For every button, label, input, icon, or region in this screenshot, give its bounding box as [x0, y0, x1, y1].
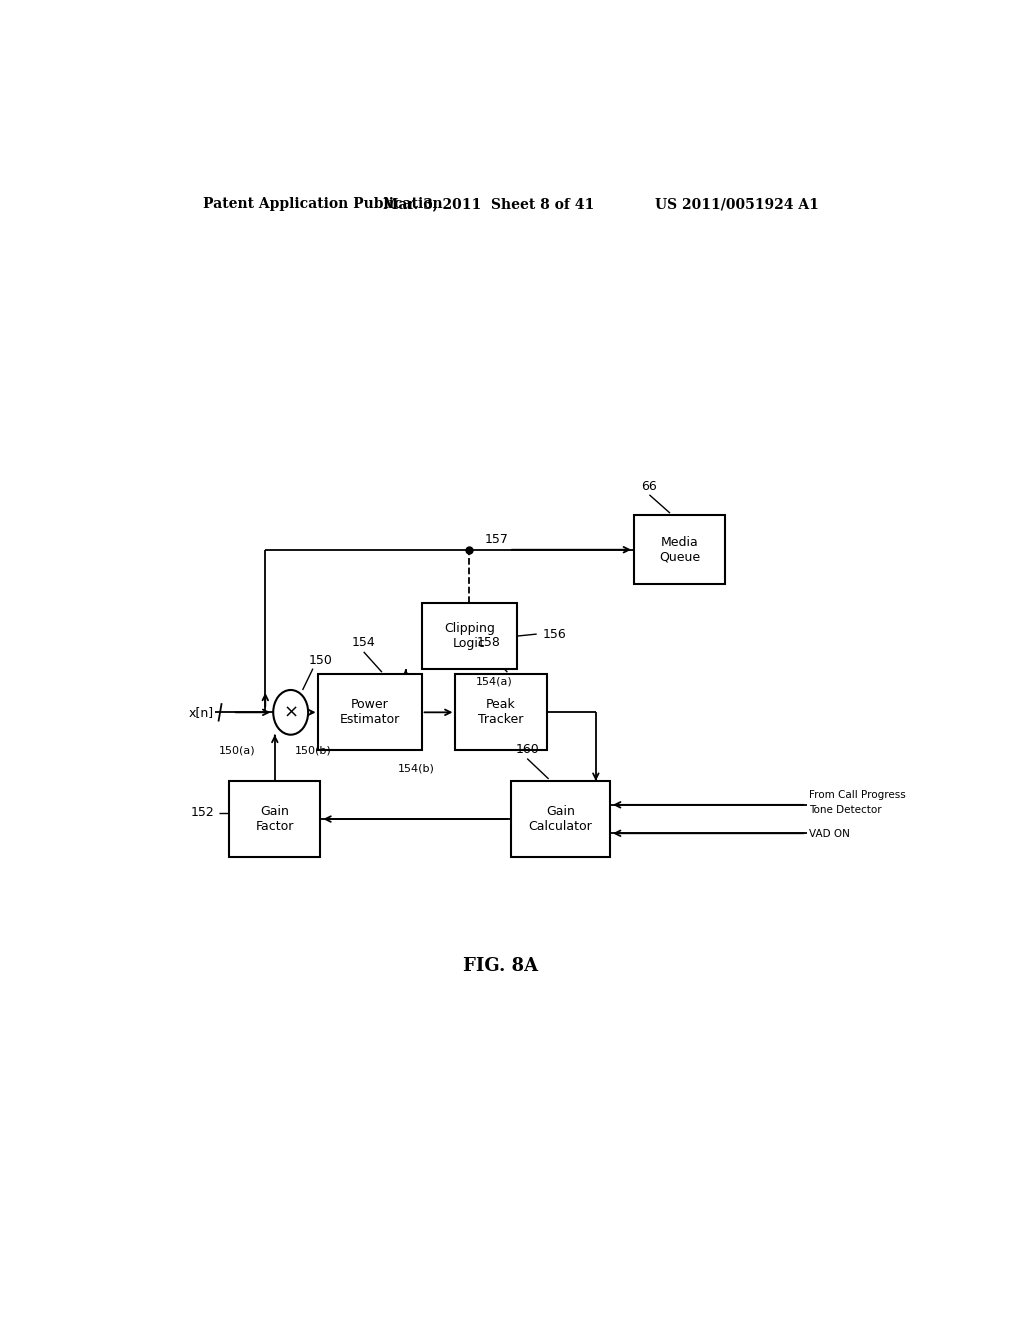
- Text: Media
Queue: Media Queue: [659, 536, 700, 564]
- Text: 154: 154: [352, 636, 376, 649]
- Text: FIG. 8A: FIG. 8A: [464, 957, 539, 975]
- Text: VAD ON: VAD ON: [809, 829, 850, 840]
- Text: Peak
Tracker: Peak Tracker: [478, 698, 523, 726]
- Text: 150(b): 150(b): [295, 746, 332, 756]
- Text: Clipping
Logic: Clipping Logic: [443, 622, 495, 651]
- Text: x[n]: x[n]: [188, 706, 214, 719]
- Text: Gain
Factor: Gain Factor: [256, 805, 294, 833]
- Text: US 2011/0051924 A1: US 2011/0051924 A1: [654, 197, 818, 211]
- Text: 66: 66: [641, 479, 657, 492]
- FancyBboxPatch shape: [318, 675, 422, 751]
- FancyBboxPatch shape: [634, 515, 725, 585]
- FancyBboxPatch shape: [456, 675, 547, 751]
- Text: Patent Application Publication: Patent Application Publication: [204, 197, 443, 211]
- Text: Tone Detector: Tone Detector: [809, 805, 882, 814]
- Text: Power
Estimator: Power Estimator: [340, 698, 400, 726]
- FancyBboxPatch shape: [229, 781, 321, 857]
- Text: 150: 150: [309, 653, 333, 667]
- Text: 154(a): 154(a): [475, 676, 512, 686]
- Text: ×: ×: [283, 704, 298, 721]
- Text: 160: 160: [515, 743, 539, 755]
- Text: 156: 156: [543, 627, 566, 640]
- Text: 154(b): 154(b): [397, 764, 434, 774]
- Text: Gain
Calculator: Gain Calculator: [528, 805, 593, 833]
- Text: 158: 158: [477, 636, 501, 649]
- Text: From Call Progress: From Call Progress: [809, 789, 905, 800]
- Text: 152: 152: [191, 807, 215, 820]
- Text: Mar. 3, 2011  Sheet 8 of 41: Mar. 3, 2011 Sheet 8 of 41: [383, 197, 595, 211]
- FancyBboxPatch shape: [511, 781, 610, 857]
- Text: 157: 157: [485, 533, 509, 546]
- Text: 150(a): 150(a): [218, 746, 255, 756]
- FancyBboxPatch shape: [422, 603, 517, 669]
